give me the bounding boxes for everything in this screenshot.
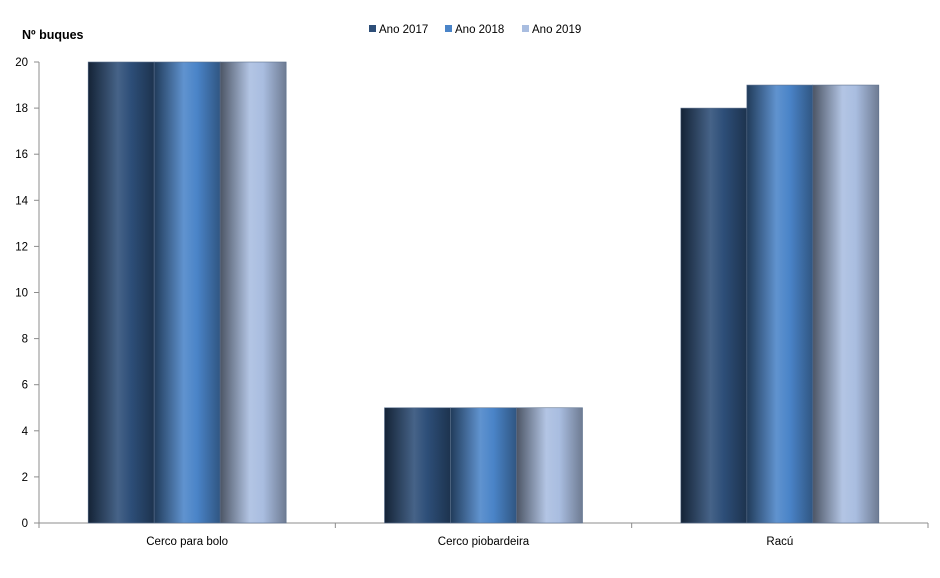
bar-ano-2017-1 <box>384 407 451 524</box>
y-tick-label: 18 <box>15 103 28 115</box>
y-tick-label: 20 <box>15 57 28 69</box>
bar-ano-2018-2 <box>746 84 814 524</box>
y-tick-label: 2 <box>22 472 28 484</box>
x-tick-label: Racú <box>766 536 793 548</box>
bar-ano-2019-0 <box>219 61 287 524</box>
legend-swatch <box>369 25 376 32</box>
legend-item: Ano 2017 <box>369 24 428 36</box>
legend-swatch <box>522 25 529 32</box>
legend-item: Ano 2019 <box>522 24 581 36</box>
y-tick-label: 0 <box>22 518 28 530</box>
bar-ano-2017-2 <box>680 107 748 524</box>
y-tick-label: 12 <box>15 241 28 253</box>
y-tick-label: 14 <box>15 195 28 207</box>
legend-label: Ano 2018 <box>455 24 504 36</box>
y-tick-label: 4 <box>22 426 29 438</box>
y-axis-label: Nº buques <box>22 28 84 42</box>
bars <box>87 61 880 524</box>
legend-item: Ano 2018 <box>445 24 504 36</box>
legend-swatch <box>445 25 452 32</box>
bar-ano-2018-1 <box>450 407 517 524</box>
bar-ano-2019-1 <box>516 407 583 524</box>
bar-ano-2019-2 <box>812 84 880 524</box>
bar-ano-2018-0 <box>153 61 221 524</box>
bar-ano-2017-0 <box>87 61 155 524</box>
y-tick-label: 10 <box>15 288 28 300</box>
y-tick-label: 6 <box>22 380 28 392</box>
legend-label: Ano 2017 <box>379 24 428 36</box>
y-tick-label: 8 <box>22 334 28 346</box>
x-tick-label: Cerco para bolo <box>146 536 228 548</box>
y-tick-label: 16 <box>15 149 28 161</box>
x-tick-label: Cerco piobardeira <box>438 536 530 548</box>
legend-label: Ano 2019 <box>532 24 581 36</box>
legend: Ano 2017 Ano 2018 Ano 2019 <box>369 24 581 36</box>
